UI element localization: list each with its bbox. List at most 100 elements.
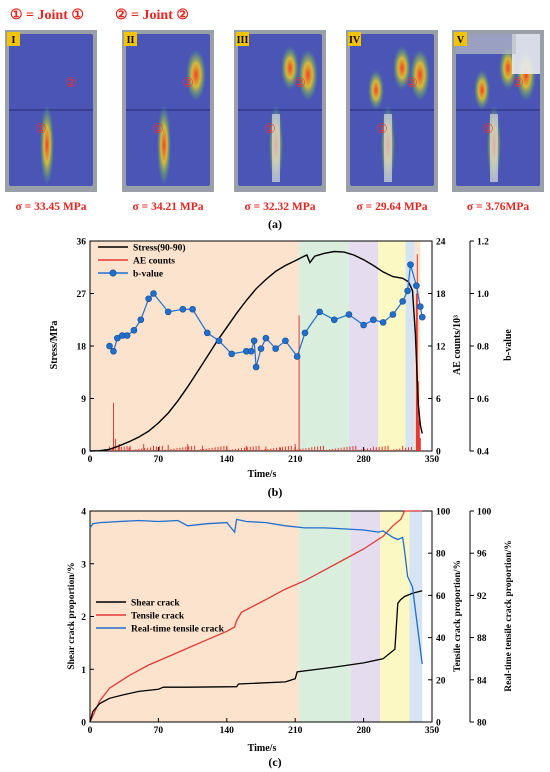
x-tick-label: 210 (288, 726, 303, 736)
specimen-photo-2: II ① ② σ = 34.21 MPa (122, 30, 214, 213)
stage-label-box (348, 32, 361, 46)
panel-c-label: (c) (268, 755, 281, 769)
stage-band (90, 511, 300, 722)
legend-label: Stress(90-90) (133, 243, 186, 254)
stage-bands-b (90, 241, 421, 451)
b-value-point (399, 298, 406, 305)
legend-label: AE counts (133, 257, 175, 267)
x-tick-label: 140 (220, 455, 235, 465)
joint-1-marker: ① (264, 121, 276, 136)
y-axis-right1-label-c: Tensile crack proportion/% (453, 560, 463, 672)
stage-roman-label: II (127, 35, 135, 46)
axes-c (89, 510, 474, 723)
joint-2-marker: ② (512, 75, 524, 90)
x-axis-label-b: Time/s (248, 469, 277, 480)
joint-2-legend: ② = Joint ② (115, 8, 189, 23)
stage-band (350, 511, 381, 722)
joint-1-marker: ① (152, 121, 164, 136)
x-tick-label: 140 (220, 726, 235, 736)
y-right1-tick-label: 24 (436, 238, 446, 248)
stage-band (348, 241, 379, 451)
tensile-crack-series (89, 510, 423, 723)
legend-b: Stress(90-90) AE counts b-value (98, 243, 186, 280)
legend-c: Shear crack Tensile crack Real-time tensil… (96, 599, 225, 635)
x-tick-label: 280 (356, 726, 371, 736)
crack-hotspot (368, 70, 384, 110)
b-value-point (330, 316, 338, 324)
stress-series (89, 250, 423, 452)
y-left-tick-label: 1 (81, 666, 86, 676)
b-value-point (130, 326, 138, 334)
y-left-tick-label: 36 (77, 238, 87, 248)
x-tick-label: 280 (356, 455, 371, 465)
b-value-point (416, 303, 424, 310)
y-right2-tick-label: 0.4 (477, 448, 489, 458)
fracture-band (384, 114, 392, 182)
specimen-photo-5: V ① ② σ = 3.76MPa (452, 30, 544, 213)
stress-value-label: σ = 29.64 MPa (357, 201, 428, 213)
y-right2-tick-label: 92 (477, 592, 487, 602)
legend-label: Real-time tensile crack (131, 625, 225, 635)
legend-label: b-value (133, 270, 163, 280)
crack-hotspot (410, 49, 430, 101)
shear-crack-series (89, 590, 423, 723)
y-left-tick-label: 0 (81, 719, 86, 729)
b-value-point (316, 308, 323, 316)
legend-marker (109, 269, 117, 277)
y-right1-tick-label: 0 (436, 719, 441, 729)
b-value-point (407, 261, 414, 268)
panel-a-label: (a) (268, 217, 282, 231)
stage-roman-label: IV (349, 35, 361, 46)
x-tick-label: 70 (154, 726, 164, 736)
b-value-point (247, 347, 255, 355)
y-axis-right2-label-b: b-value (503, 329, 514, 361)
b-value-point (179, 305, 187, 313)
x-axis-label-c: Time/s (248, 743, 277, 754)
b-value-point (389, 311, 397, 318)
specimen-photo-4: IV ① ② σ = 29.64 MPa (346, 30, 438, 213)
realtime-tensile-crack-series (89, 518, 423, 665)
x-tick-label: 350 (425, 726, 440, 736)
x-tick-label: 0 (88, 455, 93, 465)
b-value-point (360, 321, 367, 329)
b-value-point (272, 345, 279, 352)
b-value-point (250, 337, 258, 345)
crack-hotspot (40, 105, 54, 185)
y-right1-tick-label: 40 (436, 634, 446, 644)
y-axis-right2-label-c: Real-time tensile crack proportion/% (504, 540, 514, 692)
y-right2-tick-label: 100 (477, 508, 492, 518)
b-value-point (262, 334, 270, 342)
b-value-point (164, 308, 172, 316)
panel-a-photos: ① = Joint ① ② = Joint ② I ① ② σ = 33.45 MPa… (5, 8, 544, 231)
y-right2-tick-label: 80 (477, 719, 487, 729)
specimen-photo-3: III ① ② σ = 32.32 MPa (234, 30, 326, 213)
crack-hotspot (281, 46, 299, 90)
stage-roman-label: III (237, 35, 249, 46)
y-axis-right1-label-b: AE counts/10³ (452, 315, 463, 375)
crack-hotspot (186, 49, 206, 101)
y-right2-tick-label: 88 (477, 634, 487, 644)
b-value-point (252, 363, 260, 371)
b-value-point (370, 316, 377, 324)
b-value-point (203, 329, 211, 337)
b-value-point (379, 319, 387, 326)
stage-roman-label: V (457, 35, 465, 46)
stage-band (380, 511, 410, 722)
y-right1-tick-label: 80 (436, 550, 446, 560)
fracture-band (272, 114, 280, 182)
b-value-point (106, 342, 113, 350)
y-left-tick-label: 9 (81, 395, 86, 405)
y-left-tick-label: 18 (77, 343, 87, 353)
axes-b (89, 240, 474, 452)
joint-2-marker: ② (406, 75, 418, 90)
stage-label-box (7, 32, 20, 46)
stage-label-box (236, 32, 249, 46)
crack-hotspot (298, 49, 318, 101)
stage-band (378, 241, 406, 451)
y-right1-tick-label: 6 (436, 395, 441, 405)
b-value-point (413, 282, 420, 289)
legend-label: Tensile crack (131, 612, 185, 622)
y-left-tick-label: 2 (81, 613, 86, 623)
stress-value-label: σ = 3.76MPa (467, 201, 530, 213)
stage-band (299, 511, 351, 722)
